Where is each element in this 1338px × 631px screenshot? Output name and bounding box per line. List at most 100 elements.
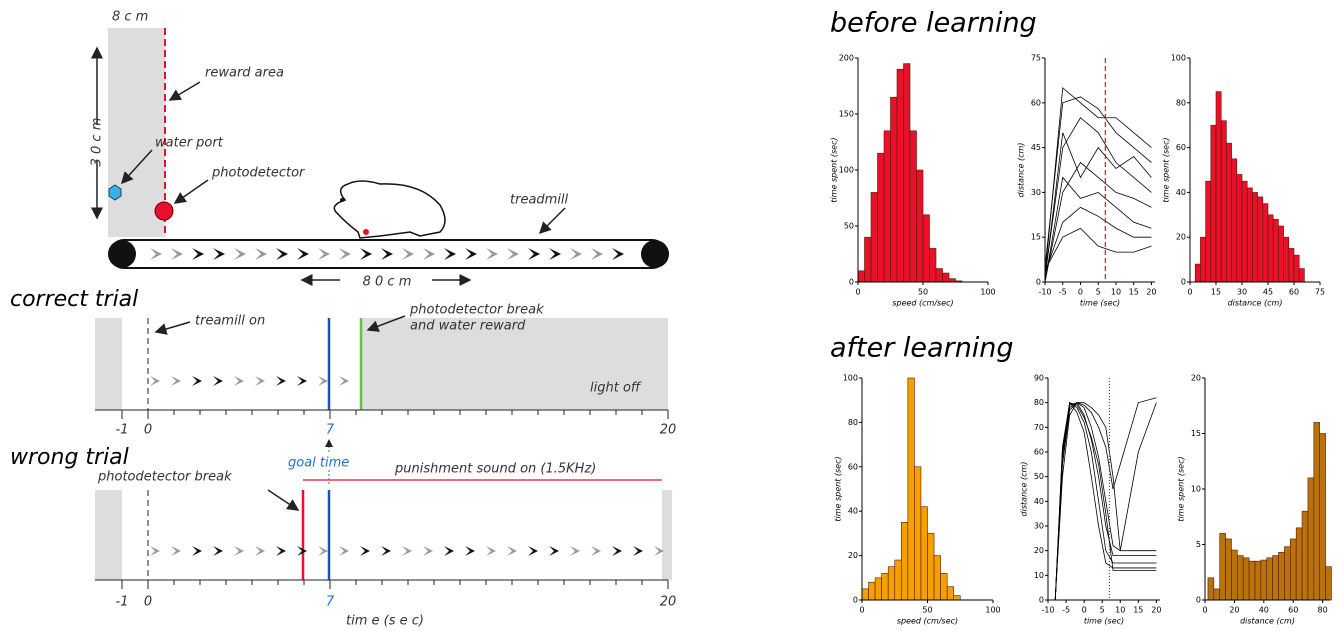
- x-tick-label: 15: [1133, 606, 1143, 615]
- bar: [878, 153, 885, 282]
- bar: [914, 467, 921, 600]
- figure: 8 c m 3 0 c m reward area water port pho…: [0, 0, 1338, 631]
- reward-label: photodetector break: [409, 303, 544, 318]
- x-tick-label: 40: [1259, 606, 1269, 615]
- x-tick-label: 0: [859, 606, 864, 615]
- x-axis-label: speed (cm/sec): [892, 299, 953, 308]
- bar: [954, 596, 961, 600]
- y-tick-label: 0: [849, 278, 854, 287]
- bar: [1320, 434, 1326, 601]
- bar: [936, 269, 943, 282]
- x-tick-label: 0: [1078, 288, 1083, 297]
- bar: [1237, 174, 1242, 282]
- bar: [1220, 533, 1226, 600]
- tick-label: -1: [116, 423, 129, 438]
- goal-time-label: goal time: [288, 456, 349, 471]
- y-tick-label: 80: [848, 418, 858, 427]
- chevron: [192, 376, 202, 386]
- tick-label: 20: [660, 423, 677, 438]
- bar: [897, 69, 904, 282]
- y-tick-label: 0: [1181, 278, 1186, 287]
- y-axis-label: distance (cm): [1020, 462, 1029, 517]
- y-tick-label: 5: [1196, 540, 1201, 549]
- x-tick-label: 15: [1211, 288, 1221, 297]
- chevron: [465, 546, 475, 556]
- y-tick-label: 75: [1031, 54, 1041, 63]
- x-tick-label: 20: [1146, 288, 1156, 297]
- y-tick-label: 60: [1031, 98, 1041, 107]
- chevron: [339, 546, 349, 556]
- bar: [862, 589, 869, 600]
- x-tick-label: 60: [1289, 288, 1299, 297]
- x-tick-label: 50: [922, 606, 932, 615]
- bar: [1226, 143, 1231, 282]
- y-tick-label: 30: [1031, 188, 1041, 197]
- y-tick-label: 80: [1034, 398, 1044, 407]
- chevron: [171, 546, 181, 556]
- bar: [1314, 422, 1320, 600]
- y-tick-label: 60: [1176, 143, 1186, 152]
- y-tick-label: 50: [1034, 472, 1044, 481]
- y-tick-label: 10: [1191, 485, 1201, 494]
- chevron: [549, 546, 559, 556]
- tick-label: 7: [326, 595, 335, 610]
- y-tick-label: 100: [839, 166, 854, 175]
- trajectory: [1045, 118, 1151, 276]
- x-axis-label: time (sec): [1080, 299, 1120, 308]
- y-tick-label: 20: [848, 551, 858, 560]
- bar: [869, 582, 876, 600]
- height-label: 3 0 c m: [90, 118, 105, 167]
- chevron: [276, 376, 286, 386]
- chevron: [255, 546, 265, 556]
- bar: [1267, 558, 1273, 600]
- tick-label: 7: [326, 423, 335, 438]
- bar: [1268, 215, 1273, 282]
- bar: [1296, 528, 1302, 600]
- x-tick-label: 10: [1111, 288, 1121, 297]
- arrow: [156, 322, 190, 332]
- y-axis-label: distance (cm): [1017, 143, 1026, 198]
- x-tick-label: -5: [1059, 288, 1067, 297]
- tick-label: 20: [660, 595, 677, 610]
- bar: [934, 556, 941, 600]
- bar: [1200, 237, 1205, 282]
- y-tick-label: 50: [844, 222, 854, 231]
- light-zone: [662, 490, 672, 580]
- y-tick-label: 80: [1176, 98, 1186, 107]
- bar: [901, 522, 908, 600]
- x-tick-label: -10: [1038, 288, 1051, 297]
- chevron: [339, 376, 349, 386]
- chevron: [150, 546, 160, 556]
- bar: [858, 271, 865, 282]
- x-tick-label: 100: [980, 288, 995, 297]
- bar: [1252, 192, 1257, 282]
- y-tick-label: 0: [1039, 596, 1044, 605]
- reward-area-label: reward area: [205, 66, 284, 81]
- chevron: [318, 376, 328, 386]
- bar: [917, 170, 924, 282]
- length-label: 8 0 c m: [363, 275, 412, 290]
- y-tick-label: 0: [1036, 278, 1041, 287]
- bar: [1273, 219, 1278, 282]
- mouse: [334, 181, 445, 238]
- bar: [882, 573, 889, 600]
- bar: [941, 573, 948, 600]
- y-axis-label: time spent (sec): [1162, 137, 1171, 202]
- light-on-zone: [95, 490, 122, 580]
- tick-label: -1: [116, 595, 129, 610]
- bar: [884, 131, 891, 282]
- y-tick-label: 15: [1031, 233, 1041, 242]
- roller: [641, 240, 669, 268]
- mouse-paw: [363, 229, 369, 235]
- chevron: [402, 546, 412, 556]
- bar: [895, 560, 902, 600]
- punishment-label: punishment sound on (1.5KHz): [394, 462, 596, 477]
- treadmill-label: treadmill: [510, 193, 569, 208]
- x-tick-label: 5: [1100, 606, 1105, 615]
- x-tick-label: 20: [1229, 606, 1239, 615]
- x-tick-label: 0: [1187, 288, 1192, 297]
- bar: [1249, 561, 1255, 600]
- time-axis-label: tim e (s e c): [346, 614, 424, 629]
- bar: [923, 215, 930, 282]
- x-tick-label: -5: [1062, 606, 1070, 615]
